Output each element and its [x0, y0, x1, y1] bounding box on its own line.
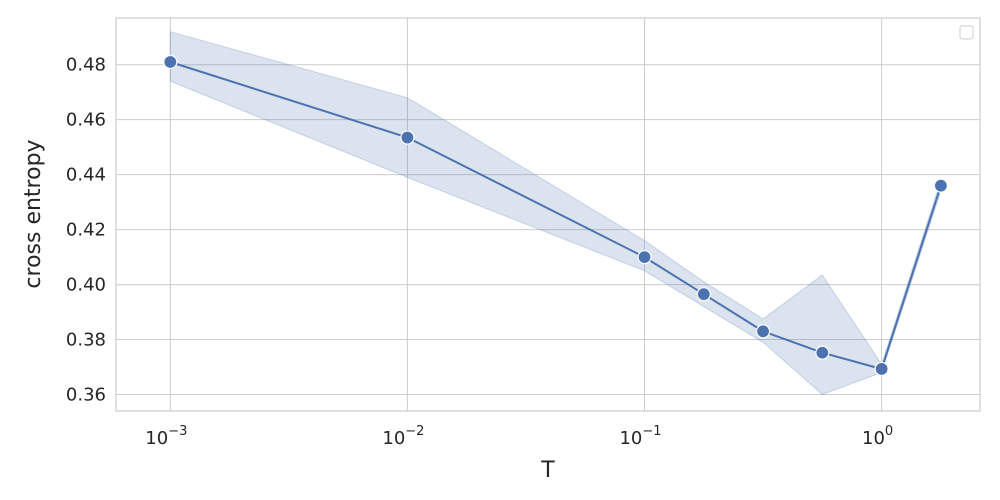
y-tick-label: 0.46: [66, 110, 106, 131]
y-tick-label: 0.36: [66, 385, 106, 406]
data-point: [163, 54, 178, 70]
x-tick-label: 10−3: [145, 424, 187, 449]
y-tick-label: 0.42: [66, 220, 106, 241]
data-point: [933, 178, 948, 193]
legend-box: [959, 25, 974, 40]
grid: [116, 18, 980, 411]
x-tick-exponent: −3: [168, 424, 187, 439]
data-points: [163, 54, 948, 377]
x-tick-base: 10: [145, 428, 168, 449]
x-tick-base: 10: [619, 428, 642, 449]
x-axis-ticks: 10−3 10−2 10−1 100: [145, 424, 893, 449]
data-point: [696, 287, 711, 302]
data-point: [755, 324, 771, 339]
y-axis-label: cross entropy: [21, 139, 46, 288]
y-tick-label: 0.38: [66, 330, 106, 351]
x-tick-label: 10−1: [619, 424, 661, 449]
data-point: [400, 130, 415, 145]
x-tick-label: 10−2: [382, 424, 424, 449]
x-axis-label: T: [540, 458, 555, 483]
x-tick-base: 10: [382, 428, 405, 449]
y-tick-label: 0.44: [66, 165, 106, 186]
x-tick-exponent: −1: [642, 424, 661, 439]
plot-frame: [115, 17, 981, 412]
data-point: [874, 361, 889, 377]
y-tick-label: 0.48: [66, 55, 106, 76]
series-line: [169, 61, 942, 371]
x-tick-exponent: 0: [885, 424, 893, 439]
y-tick-label: 0.40: [66, 275, 106, 296]
x-tick-label: 100: [862, 424, 893, 449]
y-axis-ticks: 0.36 0.38 0.40 0.42 0.44 0.46 0.48: [66, 55, 106, 406]
plot-background: [116, 18, 980, 411]
data-point: [815, 345, 830, 360]
x-tick-base: 10: [862, 428, 885, 449]
data-point: [637, 249, 652, 265]
x-tick-exponent: −2: [405, 424, 424, 439]
